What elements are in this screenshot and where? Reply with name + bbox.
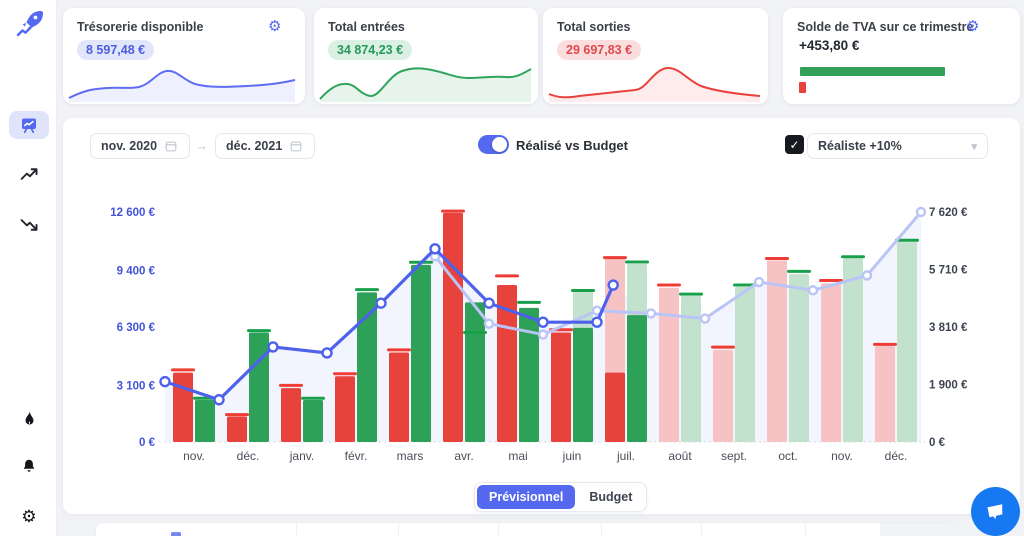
sidebar-item-activity[interactable] <box>9 404 49 432</box>
svg-text:1 900 €: 1 900 € <box>929 380 968 392</box>
sidebar: ⚙ <box>0 0 57 536</box>
card-tva: Solde de TVA sur ce trimestre ⚙ +453,80 … <box>783 8 1020 104</box>
forecast-mode-switch: Prévisionnel Budget <box>474 482 648 512</box>
entrees-sparkline <box>319 67 532 102</box>
chevron-down-icon: ▾ <box>971 140 977 153</box>
date-to-value: déc. 2021 <box>226 139 283 153</box>
table-column-divider <box>701 523 702 536</box>
tva-due-bar <box>799 82 806 93</box>
sidebar-item-notifications[interactable] <box>9 452 49 480</box>
table-row-icon <box>171 532 181 536</box>
svg-text:0 €: 0 € <box>139 437 156 449</box>
table-column-divider <box>805 523 806 536</box>
tva-value: +453,80 € <box>799 38 860 53</box>
svg-text:juil.: juil. <box>616 449 635 463</box>
details-table[interactable] <box>95 522 955 536</box>
rocket-logo-icon <box>16 11 43 37</box>
previsionnel-button[interactable]: Prévisionnel <box>477 485 576 509</box>
card-title: Solde de TVA sur ce trimestre <box>797 20 974 34</box>
tva-collected-bar <box>800 67 945 76</box>
toggle-knob <box>492 137 507 152</box>
svg-text:oct.: oct. <box>778 449 797 463</box>
scenario-select[interactable]: Réaliste +10% ▾ <box>807 133 988 159</box>
date-to-input[interactable]: déc. 2021 <box>215 133 315 159</box>
card-value-badge: 8 597,48 € <box>77 40 155 60</box>
dashboard-chart-icon <box>22 118 36 134</box>
budget-button[interactable]: Budget <box>589 490 633 504</box>
svg-text:avr.: avr. <box>454 449 473 463</box>
chart-panel: nov. 2020 → déc. 2021 Réalisé vs Budget … <box>63 118 1020 514</box>
card-title: Trésorerie disponible <box>77 20 204 34</box>
card-sorties: Total sorties 29 697,83 € <box>543 8 768 104</box>
svg-text:août: août <box>668 449 692 463</box>
sidebar-item-entrees[interactable] <box>9 160 49 188</box>
realise-budget-toggle[interactable] <box>478 135 509 154</box>
sidebar-item-dashboard[interactable] <box>9 111 49 139</box>
card-entrees: Total entrées 34 874,23 € <box>314 8 538 104</box>
svg-text:janv.: janv. <box>289 449 314 463</box>
svg-text:9 400 €: 9 400 € <box>117 265 156 277</box>
table-column-divider <box>398 523 399 536</box>
svg-text:déc.: déc. <box>237 449 260 463</box>
table-column-divider <box>296 523 297 536</box>
card-value-badge: 29 697,83 € <box>557 40 642 60</box>
scenario-selected-value: Réaliste +10% <box>818 139 902 153</box>
svg-text:3 100 €: 3 100 € <box>117 380 156 392</box>
sidebar-item-settings[interactable]: ⚙ <box>9 502 49 530</box>
tresorerie-sparkline <box>68 69 296 102</box>
svg-text:5 710 €: 5 710 € <box>929 265 968 277</box>
card-tresorerie: Trésorerie disponible ⚙ 8 597,48 € <box>63 8 305 104</box>
table-column-divider <box>498 523 499 536</box>
gear-icon[interactable]: ⚙ <box>268 18 282 35</box>
svg-text:nov.: nov. <box>831 449 853 463</box>
gear-icon[interactable]: ⚙ <box>966 18 980 35</box>
chat-bubble-icon <box>986 503 1002 519</box>
calendar-icon <box>165 141 177 152</box>
trending-down-icon <box>20 218 37 231</box>
svg-text:3 810 €: 3 810 € <box>929 322 968 334</box>
sorties-sparkline <box>548 66 761 102</box>
svg-text:7 620 €: 7 620 € <box>929 207 968 219</box>
svg-text:12 600 €: 12 600 € <box>110 207 155 219</box>
svg-text:déc.: déc. <box>885 449 908 463</box>
trending-up-icon <box>20 167 37 180</box>
date-from-input[interactable]: nov. 2020 <box>90 133 190 159</box>
svg-text:juin: juin <box>562 449 582 463</box>
cashflow-combo-chart[interactable]: nov. déc. janv. févr. mars avr. mai juin juil. ao… <box>63 175 1020 475</box>
sidebar-item-sorties[interactable] <box>9 210 49 238</box>
svg-text:mai: mai <box>508 449 527 463</box>
date-from-value: nov. 2020 <box>101 139 158 153</box>
svg-text:0 €: 0 € <box>929 437 946 449</box>
table-column-divider <box>601 523 602 536</box>
scenario-checkbox[interactable]: ✓ <box>785 135 804 154</box>
calendar-icon <box>290 141 302 152</box>
svg-text:sept.: sept. <box>721 449 747 463</box>
chat-launcher-button[interactable] <box>971 487 1020 536</box>
svg-text:nov.: nov. <box>183 449 205 463</box>
date-range-arrow-icon: → <box>195 138 208 153</box>
bell-icon <box>23 459 35 472</box>
card-title: Total sorties <box>557 20 631 34</box>
flame-icon <box>25 409 33 425</box>
toggle-label: Réalisé vs Budget <box>516 138 628 153</box>
card-title: Total entrées <box>328 20 405 34</box>
gear-icon: ⚙ <box>21 506 37 526</box>
check-icon: ✓ <box>789 137 800 152</box>
card-value-badge: 34 874,23 € <box>328 40 413 60</box>
svg-text:mars: mars <box>397 449 424 463</box>
svg-text:févr.: févr. <box>345 449 368 463</box>
table-total-column <box>880 523 955 536</box>
svg-text:6 300 €: 6 300 € <box>117 322 156 334</box>
